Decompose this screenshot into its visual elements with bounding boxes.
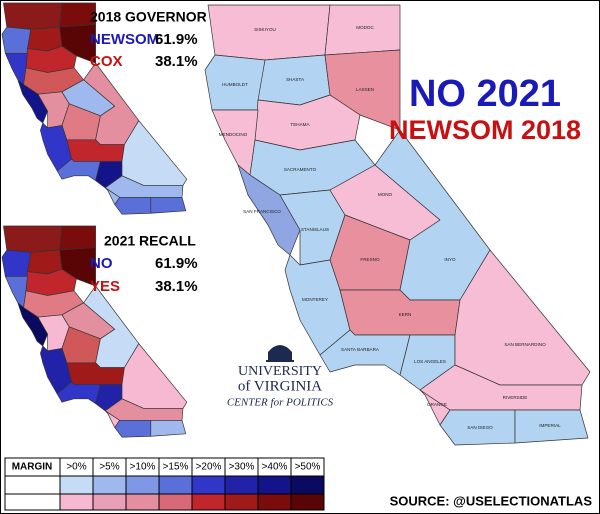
county	[114, 197, 152, 215]
county	[27, 26, 63, 52]
logo-line-1: UNIVERSITY	[238, 364, 322, 379]
county-label: FRESNO	[360, 257, 380, 262]
legend-cell	[4, 475, 61, 495]
recall-yes: YES	[90, 278, 120, 295]
county-label: IMPERIAL	[539, 423, 561, 428]
legend-swatch	[59, 475, 94, 495]
governor-title: 2018 GOVERNOR	[90, 9, 207, 25]
governor-map	[1, 2, 188, 215]
county-label: INYO	[444, 257, 456, 262]
legend-title: MARGIN	[12, 462, 53, 473]
legend-label: >5%	[99, 462, 119, 473]
recall-yes-share: 38.1%	[155, 278, 198, 295]
legend-swatch	[290, 493, 325, 511]
legend: MARGIN >0% >5% >10% >15% >20% >30% >40% >50%	[4, 457, 325, 511]
county-label: SAN FRANCISCO	[243, 209, 281, 214]
recall-no: NO	[90, 255, 113, 272]
legend-label: >20%	[196, 462, 222, 473]
county	[1, 249, 32, 277]
logo-line-2: of VIRGINIA	[238, 378, 322, 394]
county-label: SAN BERNARDINO	[504, 342, 546, 347]
governor-loser: COX	[90, 53, 123, 70]
county-label: TEHAMA	[290, 122, 310, 127]
recall-map	[1, 225, 188, 438]
governor-winner-share: 61.9%	[155, 31, 198, 48]
logo-base	[266, 360, 294, 362]
recall-no-share: 61.9%	[155, 255, 198, 272]
governor-winner: NEWSOM	[90, 31, 159, 48]
legend-swatch	[191, 493, 226, 511]
county-label: MONTEREY	[302, 297, 328, 302]
legend-swatch	[257, 475, 292, 495]
county	[59, 225, 96, 251]
county-label: MODOC	[356, 25, 374, 30]
legend-swatch	[290, 475, 325, 495]
legend-swatch	[92, 493, 127, 511]
county	[1, 26, 32, 54]
county-label: KERN	[399, 312, 412, 317]
county-label: SACRAMENTO	[284, 167, 317, 172]
county-label: ORANGE	[427, 402, 447, 407]
recall-title: 2021 RECALL	[104, 233, 196, 249]
county	[207, 4, 331, 61]
legend-cell	[4, 493, 61, 511]
logo-rotunda	[268, 352, 292, 360]
county-label: HUMBOLDT	[222, 82, 248, 87]
county	[514, 409, 589, 444]
county-label: MONO	[378, 192, 393, 197]
legend-swatch	[125, 475, 160, 495]
legend-swatch	[224, 493, 259, 511]
big-map: SISKIYOU MODOC HUMBOLDT SHASTA LASSEN TEHAMA M…	[204, 4, 591, 446]
legend-swatch	[125, 493, 160, 511]
legend-swatch	[158, 475, 193, 495]
county	[59, 24, 96, 64]
legend-label: >0%	[66, 462, 86, 473]
county-label: LOS ANGELES	[414, 359, 446, 364]
headline-no: NO 2021	[409, 73, 561, 115]
legend-swatch	[191, 475, 226, 495]
county	[3, 2, 63, 30]
legend-label: >15%	[163, 462, 189, 473]
headline-newsom: NEWSOM 2018	[389, 115, 581, 145]
county-label: LASSEN	[356, 87, 374, 92]
legend-swatch	[257, 493, 292, 511]
source: SOURCE: @USELECTIONATLAS	[390, 493, 593, 508]
legend-label: >30%	[229, 462, 255, 473]
logo-line-3: CENTER for POLITICS	[227, 397, 334, 409]
county	[27, 249, 63, 275]
legend-label: >10%	[130, 462, 156, 473]
county-label: SHASTA	[286, 77, 305, 82]
county-label: STANISLAUS	[301, 227, 329, 232]
legend-label: >40%	[262, 462, 288, 473]
county-label: SISKIYOU	[254, 27, 276, 32]
county	[324, 49, 401, 131]
legend-swatch	[59, 493, 94, 511]
legend-swatch	[158, 493, 193, 511]
county-label: SANTA BARBARA	[341, 347, 380, 352]
county-label: SAN DIEGO	[467, 425, 493, 430]
governor-loser-share: 38.1%	[155, 53, 198, 70]
legend-swatch	[224, 475, 259, 495]
logo-dome	[268, 345, 292, 352]
county	[3, 225, 63, 253]
county-label: MENDOCINO	[219, 132, 248, 137]
legend-label: >50%	[295, 462, 321, 473]
legend-swatch	[92, 475, 127, 495]
county-label: RIVERSIDE	[503, 395, 528, 400]
uva-logo: UNIVERSITY of VIRGINIA CENTER for POLITI…	[227, 345, 334, 409]
county	[59, 247, 96, 287]
county	[114, 420, 152, 438]
county	[150, 197, 187, 214]
county	[150, 420, 187, 437]
